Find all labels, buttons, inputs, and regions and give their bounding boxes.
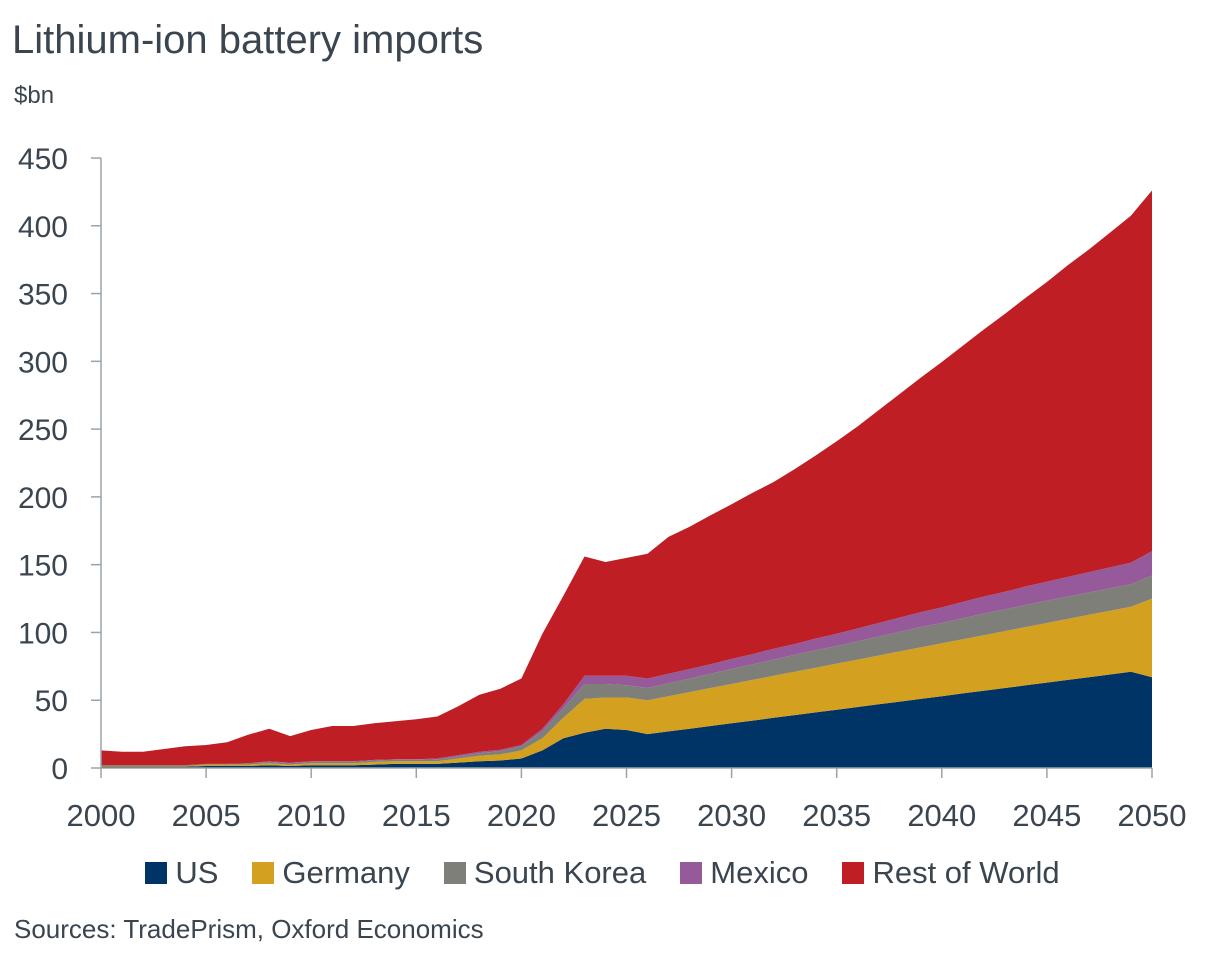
y-axis-unit: $bn (14, 82, 55, 109)
legend: US Germany South Korea Mexico Rest of Wo… (0, 855, 1205, 891)
legend-label-mexico: Mexico (710, 855, 809, 890)
x-tick-label: 2050 (1118, 798, 1187, 833)
y-tick-label: 300 (18, 346, 68, 379)
legend-label-south-korea: South Korea (473, 855, 647, 890)
x-tick-label: 2010 (277, 798, 346, 833)
legend-item-us: US (145, 855, 218, 891)
legend-swatch-mexico (680, 862, 703, 884)
area-series-germany (101, 598, 1152, 767)
legend-swatch-south-korea (443, 862, 466, 884)
legend-label-germany: Germany (282, 855, 410, 890)
x-tick-label: 2045 (1012, 798, 1081, 833)
y-tick-label: 150 (18, 550, 68, 583)
x-tick-label: 2040 (907, 798, 976, 833)
y-tick-label: 100 (18, 617, 68, 650)
source-note: Sources: TradePrism, Oxford Economics (14, 914, 484, 944)
legend-item-south-korea: South Korea (443, 855, 647, 891)
x-tick-label: 2020 (487, 798, 556, 833)
y-tick-label: 450 (18, 143, 68, 176)
y-tick-label: 350 (18, 279, 68, 312)
legend-label-rest-of-world: Rest of World (872, 855, 1060, 890)
x-tick-label: 2015 (382, 798, 451, 833)
x-tick-label: 2005 (172, 798, 241, 833)
legend-swatch-rest-of-world (842, 862, 865, 884)
legend-swatch-us (145, 862, 168, 884)
x-tick-label: 2035 (802, 798, 871, 833)
area-series-us (101, 671, 1152, 768)
x-tick-label: 2030 (697, 798, 766, 833)
legend-item-rest-of-world: Rest of World (842, 855, 1060, 891)
y-tick-label: 200 (18, 482, 68, 515)
y-tick-label: 250 (18, 414, 68, 447)
legend-item-germany: Germany (252, 855, 410, 891)
legend-item-mexico: Mexico (680, 855, 808, 891)
legend-label-us: US (175, 855, 219, 890)
chart-title: Lithium-ion battery imports (12, 18, 484, 62)
x-tick-label: 2025 (592, 798, 661, 833)
y-tick-label: 400 (18, 211, 68, 244)
legend-swatch-germany (252, 862, 275, 884)
x-tick-label: 2000 (67, 798, 136, 833)
y-tick-label: 0 (51, 753, 68, 786)
y-tick-label: 50 (35, 685, 68, 718)
area-series-rest-of-world (101, 190, 1152, 766)
